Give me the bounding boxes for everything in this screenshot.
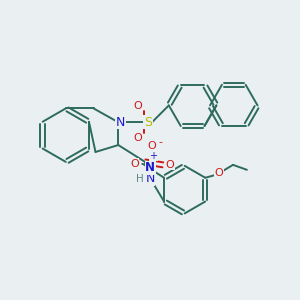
Text: O: O [134,133,142,143]
Text: O: O [215,168,224,178]
Text: N: N [116,116,125,129]
Text: O: O [165,160,174,170]
Text: N: N [145,172,155,185]
Text: N: N [145,161,155,174]
Text: O: O [134,101,142,111]
Text: -: - [158,137,162,147]
Text: S: S [144,116,152,129]
Text: H: H [136,174,144,184]
Text: O: O [148,141,157,151]
Text: +: + [149,151,157,161]
Text: O: O [130,159,139,169]
